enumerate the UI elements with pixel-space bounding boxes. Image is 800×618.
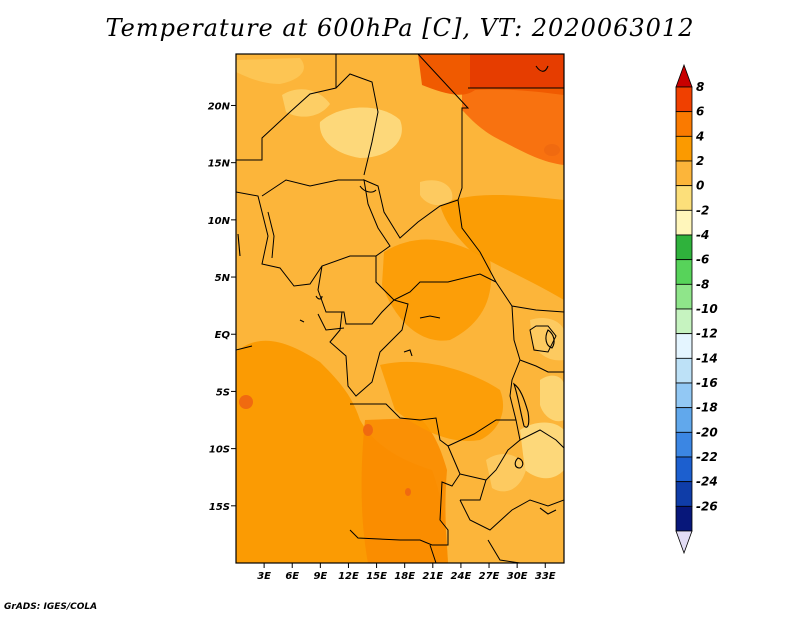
colorbar-swatch xyxy=(675,505,693,532)
y-tick-label: 5S xyxy=(216,387,230,398)
y-tick-label: 20N xyxy=(208,101,231,112)
x-tick-label: 3E xyxy=(257,571,271,582)
x-axis: 3E 6E 9E 12E 15E 18E 21E 24E 27E 30E 33E xyxy=(257,563,556,582)
x-tick-label: 15E xyxy=(366,571,387,582)
colorbar-swatch xyxy=(675,481,693,507)
colorbar-label: -12 xyxy=(696,327,718,341)
colorbar-swatch xyxy=(675,456,693,483)
colorbar-swatch xyxy=(675,382,693,409)
colorbar-swatch xyxy=(675,209,693,236)
colorbar-swatch xyxy=(675,111,693,137)
colorbar-swatch xyxy=(675,185,693,211)
map-title: Temperature at 600hPa [C], VT: 202006301… xyxy=(105,14,695,42)
y-tick-label: 10N xyxy=(208,216,231,227)
colorbar-swatch xyxy=(675,308,693,335)
colorbar-top-arrow xyxy=(675,63,693,88)
colorbar-swatch xyxy=(675,234,693,261)
colorbar-label: -16 xyxy=(696,376,718,390)
x-tick-label: 30E xyxy=(507,571,528,582)
lakes xyxy=(237,65,557,515)
colorbar-label: -18 xyxy=(696,401,718,415)
colorbar-swatch xyxy=(675,259,693,285)
colorbar-label: -26 xyxy=(696,499,718,513)
colorbar-swatch xyxy=(675,86,693,113)
x-tick-label: 33E xyxy=(535,571,556,582)
colorbar-swatch xyxy=(675,283,693,310)
colorbar-label: 4 xyxy=(695,129,704,143)
colorbar-bottom-arrow xyxy=(675,530,693,555)
x-tick-label: 6E xyxy=(285,571,299,582)
colorbar-swatch xyxy=(675,357,693,384)
colorbar-label: -14 xyxy=(696,351,718,365)
colorbar: 8 6 4 2 0 -2 -4 -6 -8 -10 -12 -14 -16 -18 -20 -22 -24 -26 xyxy=(675,63,718,555)
y-tick-label: 15S xyxy=(209,502,230,513)
colorbar-label: -10 xyxy=(696,302,718,316)
colorbar-label: -8 xyxy=(696,277,709,291)
colorbar-swatch xyxy=(675,135,693,162)
colorbar-swatch xyxy=(675,431,693,458)
x-tick-label: 9E xyxy=(313,571,327,582)
colorbar-label: -4 xyxy=(696,228,709,242)
colorbar-label: -2 xyxy=(696,203,709,217)
colorbar-label: -22 xyxy=(696,450,718,464)
y-tick-label: 5N xyxy=(215,273,231,284)
y-tick-label: 10S xyxy=(209,445,230,456)
y-tick-label: EQ xyxy=(215,330,231,341)
colorbar-swatch xyxy=(675,333,693,359)
y-axis: 20N 15N 10N 5N EQ 5S 10S 15S xyxy=(208,101,236,513)
x-tick-label: 24E xyxy=(451,571,472,582)
x-tick-label: 18E xyxy=(394,571,415,582)
colorbar-label: -6 xyxy=(696,253,709,267)
map-frame xyxy=(235,53,565,564)
colorbar-label: -20 xyxy=(696,425,718,439)
colorbar-label: -24 xyxy=(696,475,718,489)
colorbar-label: 6 xyxy=(696,105,704,119)
country-borders xyxy=(236,54,564,563)
x-tick-label: 12E xyxy=(338,571,359,582)
y-tick-label: 15N xyxy=(208,159,231,170)
colorbar-swatch xyxy=(675,407,693,433)
temperature-field xyxy=(236,54,564,563)
colorbar-label: 2 xyxy=(696,154,704,168)
colorbar-label: 8 xyxy=(696,80,704,94)
grads-credit: GrADS: IGES/COLA xyxy=(4,602,98,612)
x-tick-label: 27E xyxy=(479,571,500,582)
colorbar-label: 0 xyxy=(696,179,704,193)
x-tick-label: 21E xyxy=(422,571,443,582)
colorbar-swatch xyxy=(675,160,693,187)
